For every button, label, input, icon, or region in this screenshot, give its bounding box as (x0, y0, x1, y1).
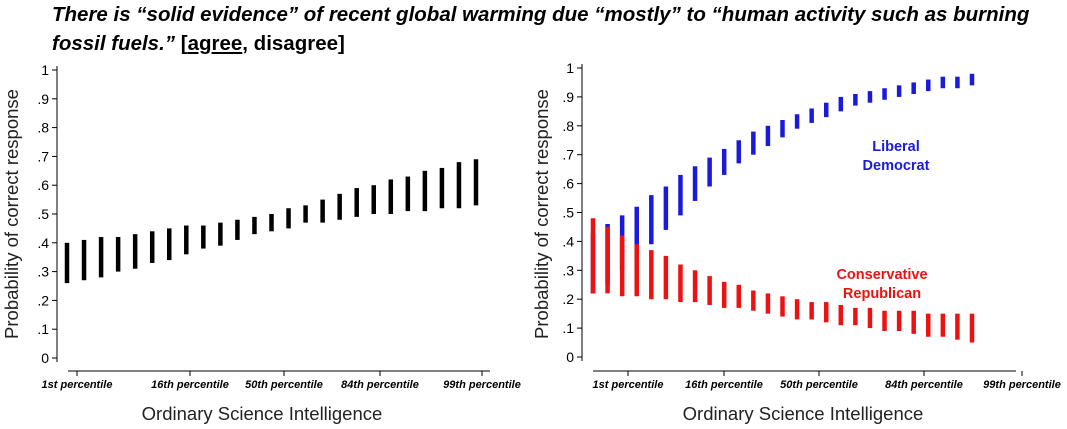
x-tick-label: 84th percentile (885, 379, 963, 391)
x-tick-label: 1st percentile (42, 379, 113, 391)
y-tick-label: .3 (37, 264, 49, 280)
agree-option: agree (187, 32, 243, 55)
x-tick-label: 16th percentile (151, 379, 229, 391)
y-tick-label: 0 (41, 350, 49, 366)
y-axis-title: Probability of correct response (1, 89, 22, 339)
y-tick-label: .7 (562, 147, 574, 163)
x-tick-label: 84th percentile (341, 379, 419, 391)
y-tick-label: 1 (41, 62, 49, 78)
y-tick-label: .5 (562, 205, 574, 221)
y-tick-label: 1 (566, 60, 574, 76)
x-axis-title: Ordinary Science Intelligence (142, 403, 383, 424)
x-tick-label: 16th percentile (685, 379, 763, 391)
series-label: Liberal (872, 139, 920, 155)
y-tick-label: .2 (562, 291, 574, 307)
x-tick-label: 99th percentile (983, 379, 1061, 391)
y-tick-label: .2 (37, 292, 49, 308)
bracket-rest: , disagree] (242, 32, 345, 55)
y-tick-label: .8 (37, 120, 49, 136)
y-tick-label: .7 (37, 148, 49, 164)
y-tick-label: .9 (37, 91, 49, 107)
x-tick-label: 50th percentile (245, 379, 323, 391)
series-label: Conservative (836, 267, 927, 283)
chart-title: There is “solid evidence” of recent glob… (52, 0, 1062, 58)
y-tick-label: .5 (37, 206, 49, 222)
x-tick-label: 99th percentile (443, 379, 521, 391)
x-tick-label: 50th percentile (780, 379, 858, 391)
series-label: Democrat (863, 158, 930, 174)
survey-question: There is “solid evidence” of recent glob… (52, 3, 1030, 55)
y-tick-label: .6 (37, 177, 49, 193)
series-label: Republican (843, 286, 921, 302)
y-tick-label: .4 (37, 235, 49, 251)
y-tick-label: .3 (562, 262, 574, 278)
x-tick-label: 1st percentile (593, 379, 664, 391)
bracket-open: [ (175, 32, 188, 55)
y-tick-label: .9 (562, 89, 574, 105)
y-tick-label: .1 (562, 320, 574, 336)
y-tick-label: .6 (562, 176, 574, 192)
y-tick-label: .1 (37, 321, 49, 337)
y-tick-label: 0 (566, 349, 574, 365)
y-axis-title: Probability of correct response (531, 89, 552, 339)
x-axis-title: Ordinary Science Intelligence (683, 403, 924, 424)
y-tick-label: .8 (562, 118, 574, 134)
y-tick-label: .4 (562, 233, 574, 249)
